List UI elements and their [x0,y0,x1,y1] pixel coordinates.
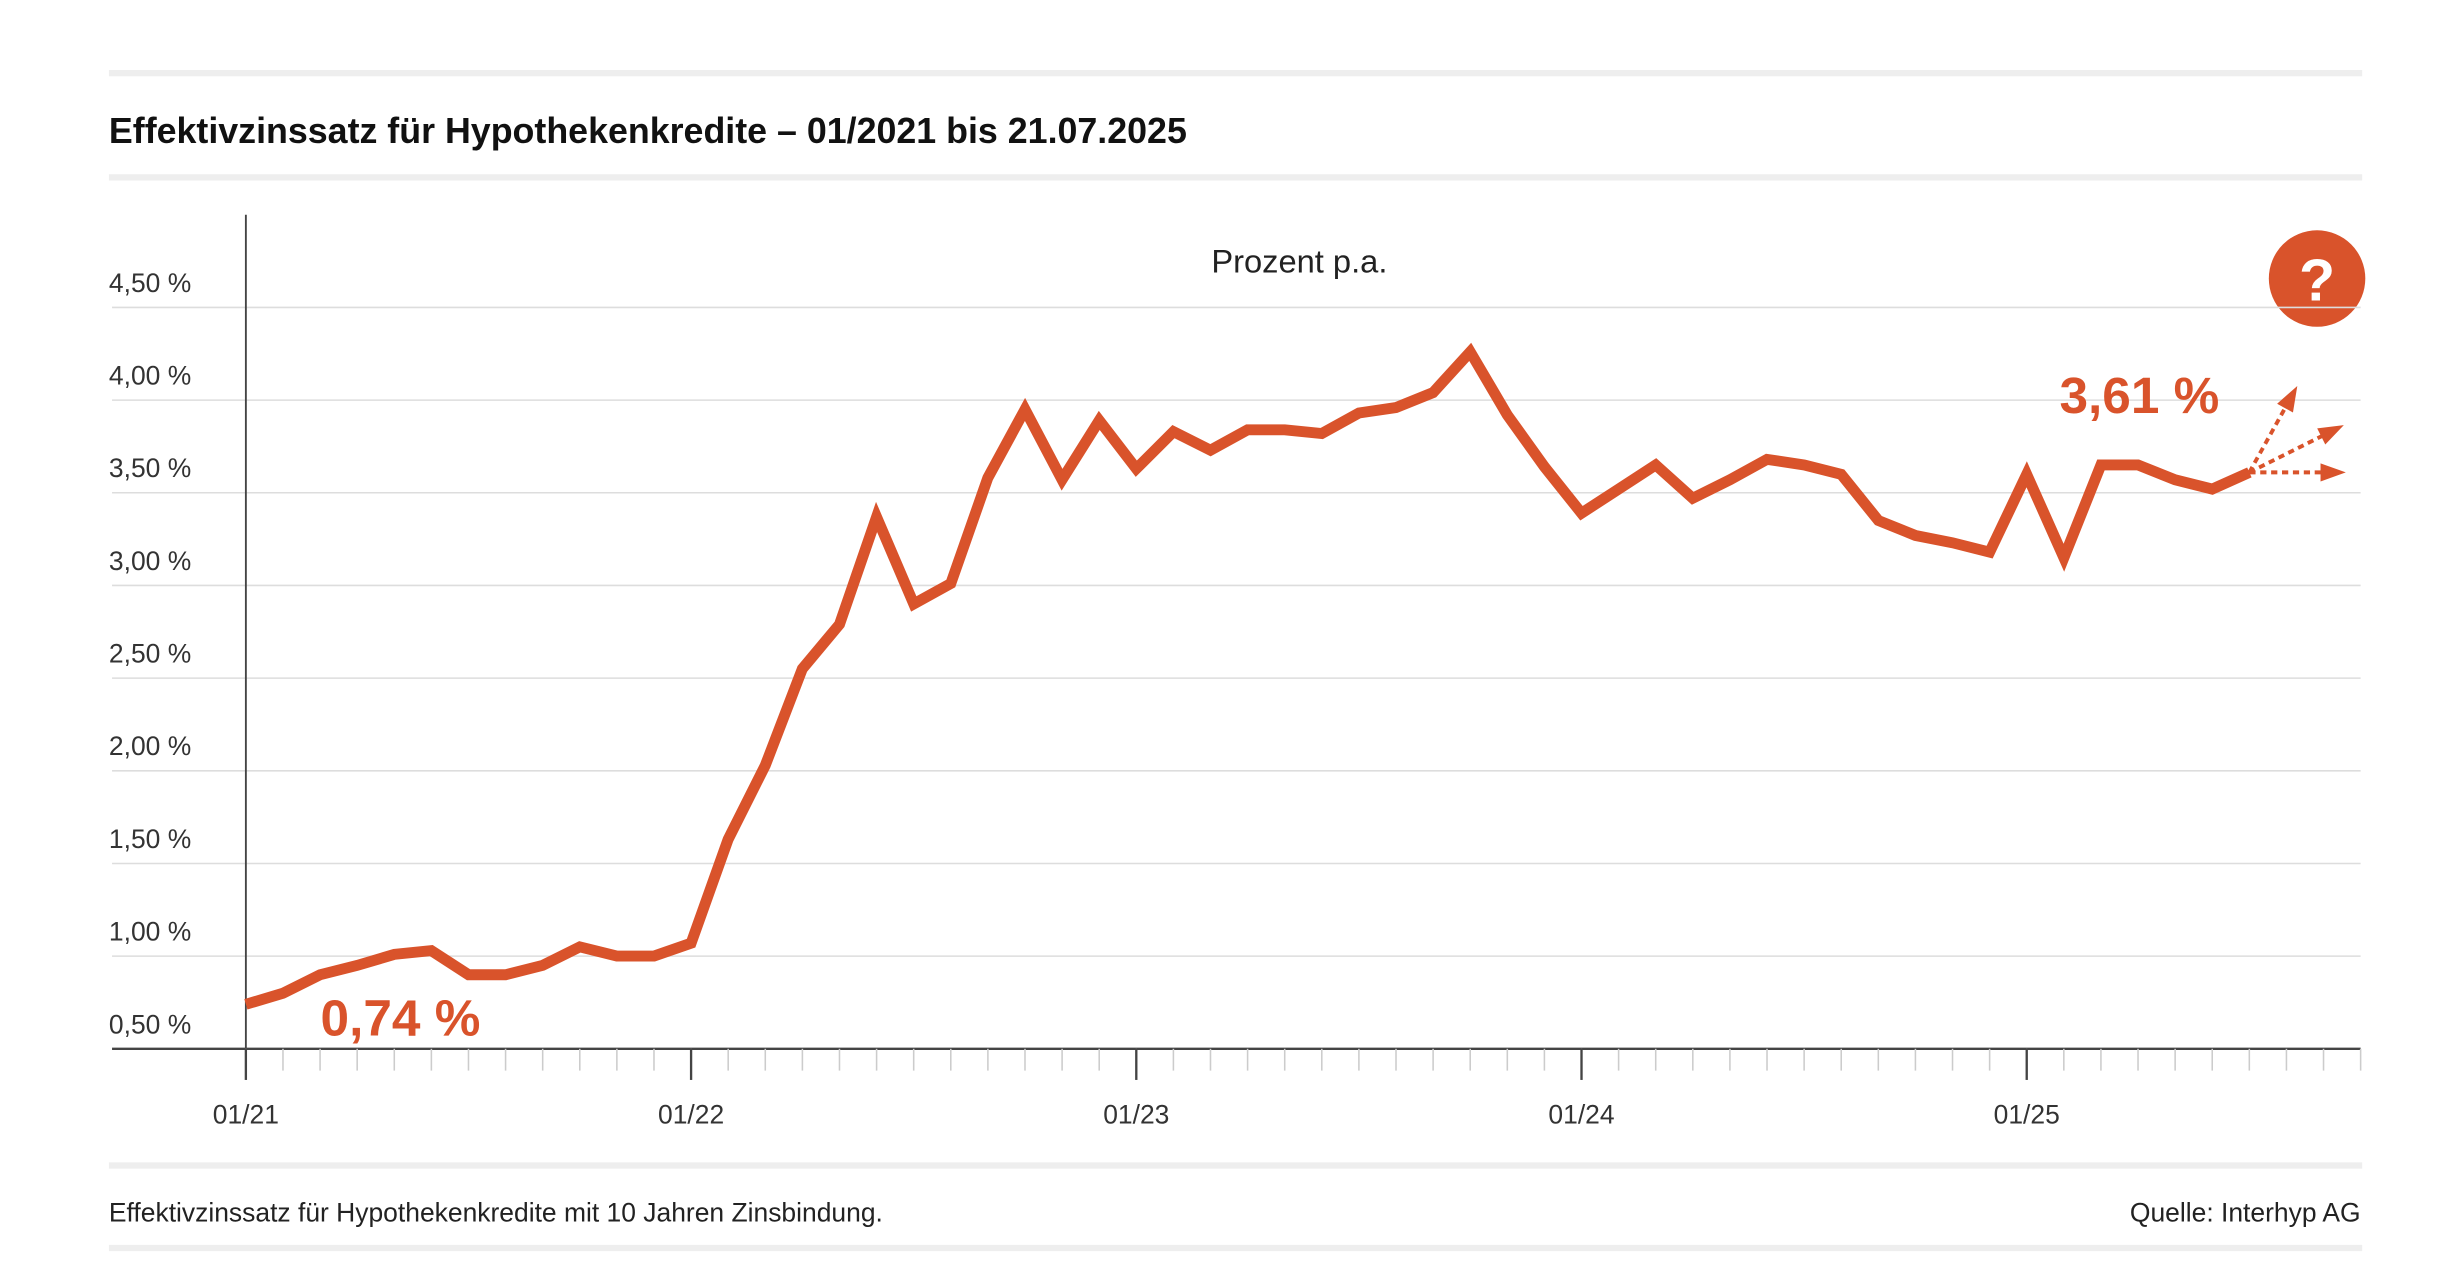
y-tick-label: 4,00 % [109,361,191,391]
y-tick-label: 3,00 % [109,546,191,576]
y-tick-label: 0,50 % [109,1009,191,1039]
x-tick-label: 01/23 [1103,1100,1169,1130]
trend-arrow [2247,401,2290,474]
trend-arrowhead [2317,425,2344,445]
trend-arrow [2248,431,2329,475]
y-tick-label: 1,50 % [109,824,191,854]
y-tick-label: 1,00 % [109,917,191,947]
trend-arrowhead [2320,463,2346,482]
y-axis-unit: Prozent p.a. [1211,242,1387,279]
help-button[interactable]: ? [2268,230,2366,327]
help-icon[interactable]: ? [2299,246,2335,313]
y-tick-label: 2,50 % [109,639,191,669]
chart-title: Effektivzinssatz für Hypothekenkredite –… [109,111,1187,151]
value-label: 0,74 % [321,989,481,1046]
x-tick-label: 01/22 [658,1100,724,1130]
trend-arrowhead [2277,386,2298,413]
value-label: 3,61 % [2059,367,2219,424]
footnote: Effektivzinssatz für Hypothekenkredite m… [109,1198,883,1228]
y-tick-label: 3,50 % [109,453,191,483]
x-tick-label: 01/21 [213,1100,279,1130]
x-tick-label: 01/25 [1994,1100,2060,1130]
source: Quelle: Interhyp AG [2130,1198,2361,1228]
y-tick-label: 4,50 % [109,268,191,298]
y-tick-label: 2,00 % [109,731,191,761]
help-circle[interactable] [2268,230,2366,327]
data-line [244,342,2252,1010]
x-tick-label: 01/24 [1548,1100,1614,1130]
